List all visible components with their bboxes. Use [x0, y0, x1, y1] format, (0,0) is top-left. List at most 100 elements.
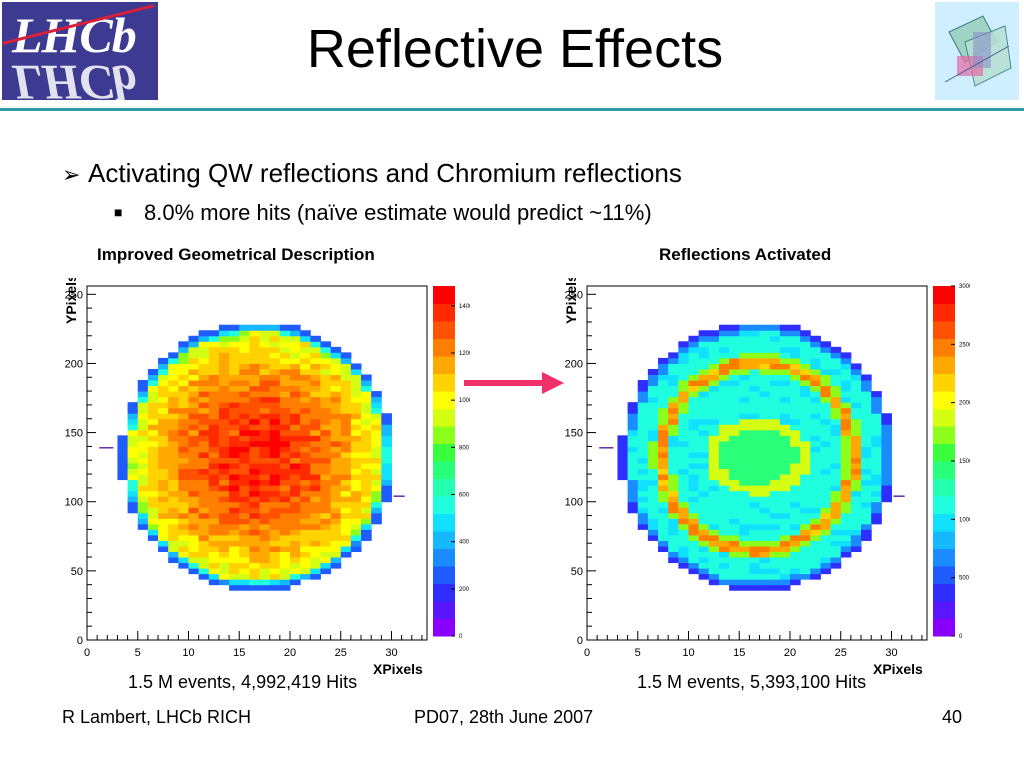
- heatmap-cell: [310, 512, 321, 519]
- heatmap-cell: [361, 518, 372, 525]
- heatmap-cell: [810, 501, 821, 508]
- heatmap-cell: [269, 540, 281, 547]
- heatmap-cell: [627, 402, 639, 409]
- heatmap-cell: [330, 457, 342, 464]
- heatmap-cell: [769, 557, 781, 564]
- heatmap-cell: [300, 363, 311, 370]
- heatmap-cell: [259, 451, 271, 458]
- heatmap-cell: [147, 474, 159, 481]
- heatmap-cell: [708, 440, 720, 447]
- heatmap-cell: [729, 380, 740, 387]
- heatmap-cell: [708, 435, 720, 442]
- heatmap-cell: [779, 352, 791, 359]
- heatmap-cell: [810, 402, 821, 409]
- heatmap-cell: [289, 468, 301, 475]
- heatmap-cell: [178, 341, 189, 348]
- heatmap-cell: [239, 534, 250, 541]
- color-scale-step: [433, 478, 455, 497]
- heatmap-cell: [658, 490, 669, 497]
- heatmap-cell: [810, 568, 821, 575]
- heatmap-cell: [289, 490, 301, 497]
- heatmap-cell: [830, 402, 842, 409]
- heatmap-cell: [330, 363, 342, 370]
- heatmap-cell: [239, 374, 250, 381]
- heatmap-cell: [310, 357, 321, 364]
- heatmap-cell: [218, 368, 230, 375]
- heatmap-cell: [289, 446, 301, 453]
- heatmap-cell: [789, 523, 801, 530]
- heatmap-cell: [330, 368, 342, 375]
- heatmap-cell: [647, 518, 659, 525]
- heatmap-cell: [729, 346, 740, 353]
- heatmap-cell: [779, 501, 791, 508]
- heatmap-cell: [769, 374, 781, 381]
- heatmap-cell: [229, 579, 240, 586]
- heatmap-cell: [840, 512, 852, 519]
- heatmap-cell: [310, 496, 321, 503]
- heatmap-cell: [789, 512, 801, 519]
- heatmap-cell: [749, 396, 761, 403]
- heatmap-cell: [330, 490, 342, 497]
- heatmap-cell: [381, 440, 392, 447]
- heatmap-cell: [708, 374, 720, 381]
- heatmap-cell: [259, 496, 271, 503]
- heatmap-cell: [658, 507, 669, 514]
- heatmap-cell: [137, 380, 149, 387]
- heatmap-cell: [249, 534, 261, 541]
- heatmap-cell: [861, 418, 872, 425]
- heatmap-cell: [198, 385, 210, 392]
- heatmap-cell: [810, 357, 821, 364]
- heatmap-cell: [647, 512, 659, 519]
- heatmap-cell: [361, 474, 372, 481]
- heatmap-cell: [279, 568, 291, 575]
- heatmap-cell: [320, 413, 332, 420]
- heatmap-cell: [229, 391, 240, 398]
- heatmap-cell: [350, 474, 362, 481]
- heatmap-cell: [310, 413, 321, 420]
- heatmap-cell: [698, 335, 710, 342]
- heatmap-cell: [789, 380, 801, 387]
- heatmap-cell: [789, 413, 801, 420]
- heatmap-cell: [647, 501, 659, 508]
- heatmap-cell: [708, 368, 720, 375]
- heatmap-cell: [310, 396, 321, 403]
- heatmap-cell: [810, 518, 821, 525]
- heatmap-cell: [168, 474, 179, 481]
- heatmap-cell: [208, 479, 220, 486]
- heatmap-cell: [198, 451, 210, 458]
- heatmap-cell: [789, 507, 801, 514]
- heatmap-cell: [158, 429, 169, 436]
- heatmap-cell: [759, 479, 771, 486]
- color-scale-step: [433, 461, 455, 479]
- heatmap-cell: [208, 557, 220, 564]
- heatmap-cell: [759, 346, 771, 353]
- heatmap-cell: [198, 413, 210, 420]
- heatmap-cell: [208, 468, 220, 475]
- heatmap-cell: [668, 374, 679, 381]
- heatmap-cell: [850, 474, 862, 481]
- heatmap-cell: [361, 424, 372, 431]
- heatmap-cell: [310, 435, 321, 442]
- heatmap-cell: [850, 363, 862, 370]
- heatmap-cell: [239, 557, 250, 564]
- heatmap-cell: [820, 446, 832, 453]
- heatmap-cell: [698, 557, 710, 564]
- heatmap-cell: [320, 385, 332, 392]
- heatmap-cell: [218, 474, 230, 481]
- heatmap-cell: [218, 479, 230, 486]
- heatmap-cell: [850, 418, 862, 425]
- heatmap-cell: [759, 573, 771, 580]
- heatmap-cell: [718, 573, 730, 580]
- heatmap-cell: [310, 573, 321, 580]
- heatmap-cell: [208, 545, 220, 552]
- heatmap-cell: [371, 446, 382, 453]
- heatmap-cell: [249, 429, 261, 436]
- heatmap-cell: [198, 512, 210, 519]
- color-scale-step: [933, 443, 955, 462]
- heatmap-cell: [617, 435, 629, 442]
- heatmap-cell: [840, 523, 852, 530]
- heatmap-cell: [249, 374, 261, 381]
- heatmap-cell: [820, 429, 832, 436]
- heatmap-cell: [789, 568, 801, 575]
- heatmap-cell: [239, 402, 250, 409]
